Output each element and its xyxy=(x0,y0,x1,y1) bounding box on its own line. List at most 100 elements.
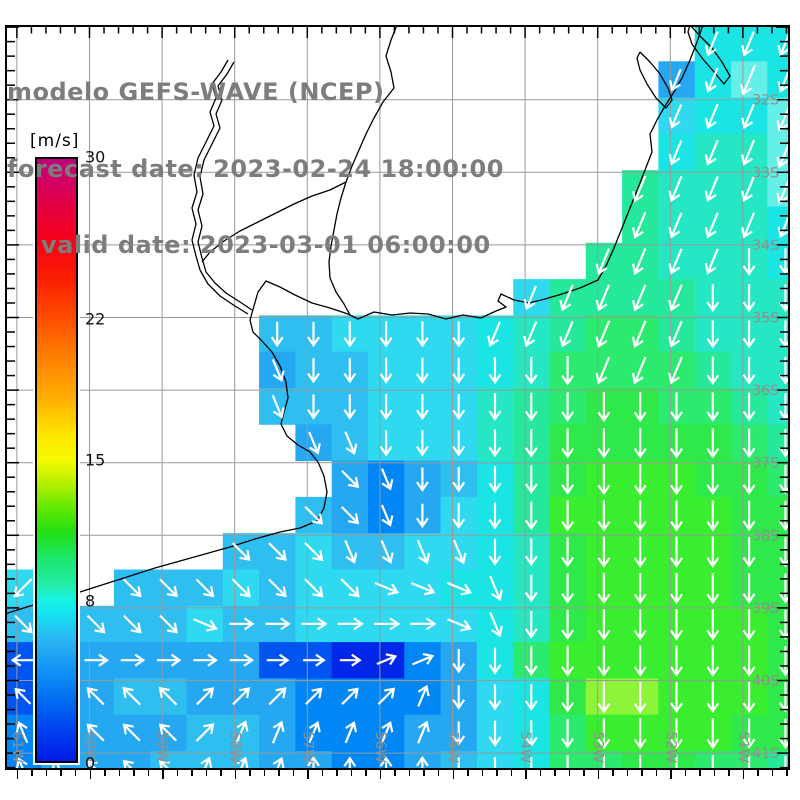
wind-arrow xyxy=(122,614,142,634)
border-line-line xyxy=(328,27,397,316)
wind-arrow xyxy=(305,687,323,705)
wind-arrow xyxy=(597,464,611,496)
coastlines xyxy=(7,27,731,615)
wind-arrow xyxy=(304,505,324,525)
wind-arrow xyxy=(10,653,34,667)
bottom-tick xyxy=(220,770,222,776)
wind-arrow xyxy=(741,175,756,203)
wind-arrow xyxy=(488,538,502,566)
wind-arrow xyxy=(706,356,720,386)
colorbar-unit-label: [m/s] xyxy=(30,131,80,151)
wind-arrow xyxy=(597,645,611,677)
wind-arrow xyxy=(14,687,32,705)
lon-label: 52W xyxy=(662,731,678,763)
wind-arrow xyxy=(340,578,360,598)
wind-arrow xyxy=(668,175,683,203)
wind-arrow xyxy=(487,321,501,347)
wind-arrow xyxy=(122,686,142,706)
wind-arrow xyxy=(341,506,360,525)
wind-arrow xyxy=(778,609,788,641)
wind-arrow xyxy=(633,609,647,641)
wind-arrow xyxy=(668,320,683,348)
wind-arrow xyxy=(86,759,105,768)
map-canvas: 32S 33S 34S 35S 36S 37S 38S 39S 40S 41S 61W 60W 59W 5… xyxy=(7,27,788,768)
lon-label: 61W xyxy=(9,731,25,763)
wind-arrow xyxy=(668,212,683,239)
colorbar-tick-label: 15 xyxy=(85,450,106,470)
plot-titles: modelo GEFS-WAVE (NCEP) forecast date: 2… xyxy=(7,29,504,310)
lon-label: 53W xyxy=(590,731,606,763)
wind-arrow xyxy=(633,718,647,750)
wind-arrow xyxy=(453,539,467,565)
bottom-tick xyxy=(292,770,295,776)
lon-label: 51W xyxy=(735,731,751,763)
bottom-tick xyxy=(554,770,556,776)
wind-arrow xyxy=(559,284,574,312)
wind-arrow xyxy=(670,609,683,641)
wind-arrow xyxy=(452,430,466,457)
bottom-tick xyxy=(583,770,585,776)
wind-arrow xyxy=(84,653,110,667)
wind-arrow xyxy=(235,756,249,768)
wind-arrow xyxy=(561,682,575,713)
wind-arrow xyxy=(122,723,141,742)
wind-arrow xyxy=(524,429,538,458)
bottom-tick xyxy=(45,770,48,776)
wind-arrow xyxy=(417,684,430,707)
wind-arrow xyxy=(307,321,320,348)
wind-arrow xyxy=(232,687,251,706)
wind-arrow xyxy=(670,572,683,605)
wind-arrow xyxy=(742,356,756,385)
wind-arrow xyxy=(415,430,429,457)
wind-arrow xyxy=(266,653,290,667)
wind-arrow xyxy=(597,609,611,641)
lon-label: 58W xyxy=(227,731,243,763)
wind-arrow xyxy=(374,581,400,596)
sea-cell xyxy=(7,751,42,768)
wind-arrow xyxy=(597,718,611,750)
bottom-tick xyxy=(147,770,150,776)
colorbar-tick-label: 30 xyxy=(85,147,106,167)
wind-arrow xyxy=(524,501,538,531)
wind-arrow xyxy=(776,101,788,132)
wind-arrow xyxy=(566,755,569,768)
wind-arrow xyxy=(193,653,218,667)
wind-arrow xyxy=(303,653,326,667)
wind-arrow xyxy=(530,756,533,768)
lat-label: 34S xyxy=(752,238,779,254)
bottom-tick xyxy=(205,770,208,776)
sea-cell xyxy=(259,751,296,768)
wind-arrow xyxy=(489,575,503,601)
wind-arrow xyxy=(524,538,538,567)
wind-arrow xyxy=(741,103,755,130)
wind-arrow xyxy=(271,394,285,419)
wind-arrow xyxy=(410,581,436,596)
wind-arrow xyxy=(86,687,105,706)
wind-arrow xyxy=(633,572,647,605)
wind-arrow xyxy=(633,391,647,423)
wind-arrow xyxy=(339,653,362,667)
wind-arrow xyxy=(706,681,720,714)
wind-arrow xyxy=(670,718,683,750)
uruguay-river-a-line xyxy=(191,59,249,315)
wind-arrow xyxy=(742,428,756,459)
wind-arrow xyxy=(670,428,683,459)
wind-arrow xyxy=(706,500,720,532)
wind-arrow xyxy=(631,320,647,349)
lon-label: 54W xyxy=(517,731,533,763)
wind-arrow xyxy=(308,431,321,455)
model-title: modelo GEFS-WAVE (NCEP) xyxy=(7,78,385,106)
bottom-tick xyxy=(249,770,251,776)
bottom-tick xyxy=(496,770,498,776)
wind-arrow xyxy=(742,645,756,677)
wind-arrow xyxy=(670,464,683,496)
bottom-tick xyxy=(31,770,33,776)
main-coast-line xyxy=(7,27,703,615)
wind-arrow xyxy=(377,687,396,705)
bottom-tick xyxy=(379,770,382,779)
lon-label: 57W xyxy=(299,731,315,763)
wind-arrow xyxy=(374,617,401,631)
wind-arrow xyxy=(199,756,213,768)
wind-arrow xyxy=(229,653,255,667)
wind-arrow xyxy=(270,321,284,348)
